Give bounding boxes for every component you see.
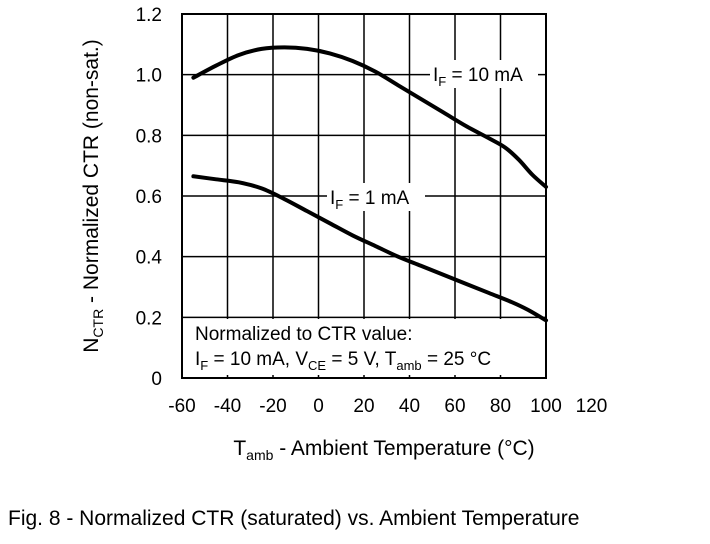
x-tick-label: 100	[530, 396, 562, 417]
y-axis-title: NCTR - Normalized CTR (non-sat.)	[80, 39, 106, 353]
x-tick-label: -60	[168, 396, 195, 417]
x-tick-label: 40	[399, 396, 420, 417]
series-if-1ma-label-background	[327, 183, 425, 211]
normalization-note: Normalized to CTR value: IF = 10 mA, VCE…	[188, 319, 526, 375]
x-tick-label: 20	[353, 396, 374, 417]
series-if-10ma-label-text: IF = 10 mA	[433, 65, 523, 89]
y-tick-labels: 0 0.2 0.4 0.6 0.8 1.0 1.2	[136, 5, 163, 390]
figure-caption: Fig. 8 - Normalized CTR (saturated) vs. …	[8, 507, 579, 530]
x-axis-title: Tamb - Ambient Temperature (°C)	[233, 437, 534, 463]
plot-frame	[181, 13, 547, 379]
series-if-10ma-label-background	[430, 60, 538, 88]
y-tick-label: 0.8	[136, 126, 162, 147]
y-tick-label: 1.2	[136, 5, 162, 26]
series-if-10ma-label: IF = 10 mA	[430, 60, 538, 89]
y-tick-label: 0	[151, 369, 162, 390]
y-tick-label: 0.4	[136, 248, 163, 269]
series-if-1ma-label-text: IF = 1 mA	[330, 188, 410, 212]
y-tick-label: 0.2	[136, 308, 162, 329]
x-tick-labels: -60 -40 -20 0 20 40 60 80 100 120	[168, 396, 607, 417]
series-if-1ma-label: IF = 1 mA	[327, 183, 425, 212]
x-tick-label: 0	[313, 396, 324, 417]
note-line-1: Normalized to CTR value:	[195, 324, 413, 345]
x-tick-label: -20	[259, 396, 286, 417]
y-tick-label: 0.6	[136, 187, 162, 208]
y-tick-label: 1.0	[136, 66, 162, 87]
series-if-1ma-line	[191, 174, 548, 323]
series-if-10ma-line	[191, 45, 548, 189]
x-tick-label: 120	[576, 396, 608, 417]
note-background	[188, 319, 526, 375]
x-tick-label: -40	[214, 396, 241, 417]
x-tick-label: 80	[490, 396, 511, 417]
x-tick-label: 60	[444, 396, 465, 417]
note-line-2: IF = 10 mA, VCE = 5 V, Tamb = 25 °C	[195, 349, 491, 373]
